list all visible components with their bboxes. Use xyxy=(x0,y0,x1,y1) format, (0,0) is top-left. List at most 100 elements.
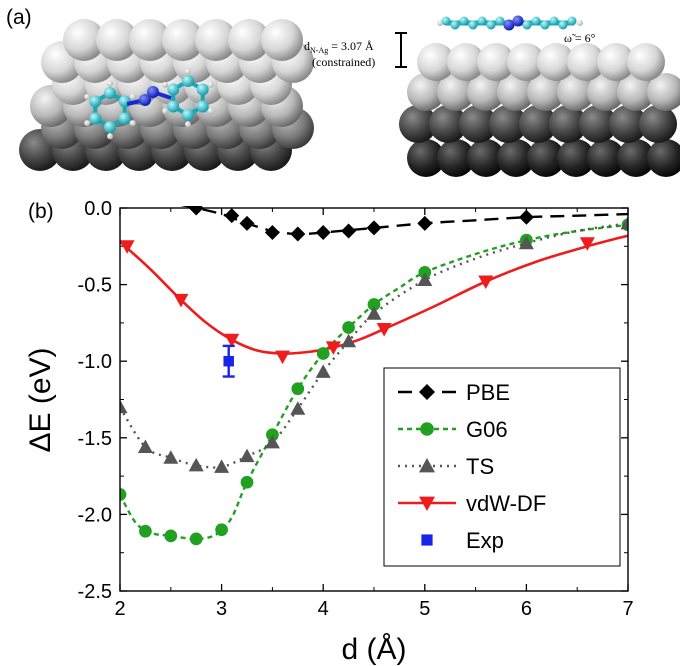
nitrogen-atom xyxy=(512,15,524,27)
silver-atom xyxy=(96,19,138,61)
nitrogen-atom xyxy=(503,19,515,31)
series-markers xyxy=(120,206,628,546)
azobenzene-molecule-side-view xyxy=(437,15,583,31)
legend-label-g06: G06 xyxy=(466,417,508,442)
distance-label: dN-Ag = 3.07 Å xyxy=(304,39,374,55)
y-tick-label: 0.0 xyxy=(84,198,112,220)
silver-atom xyxy=(477,43,515,81)
carbon-atom xyxy=(486,20,496,30)
exp-point xyxy=(223,355,234,367)
nitrogen-atom xyxy=(139,94,151,106)
nitrogen-atom xyxy=(147,86,159,98)
silver-atom xyxy=(587,139,625,177)
legend-marker-vdw-df xyxy=(419,496,435,511)
silver-atom xyxy=(467,73,505,111)
silver-atom xyxy=(579,105,617,143)
carbon-atom xyxy=(459,16,469,26)
azobenzene-molecule-top-view xyxy=(84,68,214,140)
y-tick-label: -2.5 xyxy=(78,581,112,603)
silver-atom xyxy=(447,43,485,81)
silver-atom xyxy=(617,73,655,111)
g06-point xyxy=(240,475,254,489)
x-tick-label: 6 xyxy=(521,598,532,620)
hydrogen-atom xyxy=(107,133,113,140)
hydrogen-atom xyxy=(162,81,169,88)
x-tick-label: 5 xyxy=(419,598,430,620)
ts-point xyxy=(290,401,306,415)
silver-atom xyxy=(567,43,605,81)
silver-atom xyxy=(407,139,445,177)
g06-curve xyxy=(120,223,628,541)
vdw-df-point xyxy=(275,350,291,365)
x-tick-label: 7 xyxy=(622,598,633,620)
silver-atom xyxy=(557,139,595,177)
silver-atom xyxy=(63,19,105,61)
silver-atom xyxy=(549,105,587,143)
carbon-atom xyxy=(167,83,180,96)
hydrogen-atom xyxy=(84,93,91,100)
silver-atom xyxy=(609,105,647,143)
hydrogen-atom xyxy=(207,108,214,115)
silver-atom xyxy=(429,105,467,143)
silver-atom xyxy=(467,139,505,177)
silver-atom xyxy=(597,43,635,81)
silver-atom xyxy=(507,43,545,81)
pbe-point xyxy=(341,223,357,239)
silver-atom xyxy=(647,73,680,111)
pbe-point xyxy=(315,225,331,241)
panel-a-label: (a) xyxy=(6,6,32,29)
silver-atom xyxy=(587,73,625,111)
carbon-atom xyxy=(549,16,559,26)
x-tick-label: 3 xyxy=(216,598,227,620)
silver-atom xyxy=(627,43,665,81)
silver-slab-top-view xyxy=(19,19,314,171)
hydrogen-atom xyxy=(129,93,136,100)
silver-atom xyxy=(129,19,171,61)
ts-point xyxy=(137,439,153,453)
silver-atom xyxy=(557,73,595,111)
ts-point xyxy=(366,306,382,320)
g06-point xyxy=(316,347,330,360)
panel-b-label: (b) xyxy=(28,200,54,223)
legend-marker-ts xyxy=(419,458,435,473)
legend-marker-pbe xyxy=(419,384,435,400)
carbon-atom xyxy=(104,87,116,99)
silver-atom xyxy=(647,139,680,177)
silver-atom xyxy=(519,105,557,143)
legend-label-ts: TS xyxy=(466,454,494,479)
pbe-point xyxy=(264,225,280,241)
hydrogen-atom xyxy=(437,20,443,26)
silver-atom xyxy=(639,105,677,143)
legend-marker-g06 xyxy=(420,422,434,436)
constraint-note: (constrained) xyxy=(312,55,375,69)
g06-point xyxy=(215,523,228,537)
x-tick-label: 2 xyxy=(114,598,125,620)
energy-plot: 2 3 4 5 6 7 0.0 -0.5 -1.0 -1.5 -2.0 -2.5 d (Å) ΔE … xyxy=(24,198,634,666)
y-tick-label: -2.0 xyxy=(78,504,112,526)
silver-atom xyxy=(195,19,237,61)
hydrogen-atom xyxy=(129,120,136,127)
carbon-atom xyxy=(495,16,505,26)
legend: PBE G06 TS vdW-DF Exp xyxy=(383,367,621,567)
pbe-point xyxy=(224,208,240,224)
vdw-df-point xyxy=(325,341,341,355)
pbe-point xyxy=(239,215,255,231)
g06-point xyxy=(418,265,432,279)
g06-point xyxy=(189,532,203,546)
silver-atom xyxy=(228,19,270,61)
y-tick-labels: 0.0 -0.5 -1.0 -1.5 -2.0 -2.5 xyxy=(78,198,112,603)
hydrogen-atom xyxy=(185,121,191,128)
hydrogen-atom xyxy=(107,80,113,87)
carbon-atom xyxy=(118,112,131,125)
plot-frame xyxy=(119,207,629,592)
vdw-df-curve xyxy=(120,234,628,355)
carbon-atom xyxy=(567,16,577,26)
carbon-atom xyxy=(104,121,116,133)
carbon-atom xyxy=(441,16,451,26)
carbon-atom xyxy=(558,20,568,30)
ts-point xyxy=(120,399,128,414)
silver-atom xyxy=(407,73,445,111)
y-tick-label: -1.0 xyxy=(78,351,112,373)
vdw-df-point xyxy=(376,323,392,337)
silver-atom xyxy=(527,73,565,111)
